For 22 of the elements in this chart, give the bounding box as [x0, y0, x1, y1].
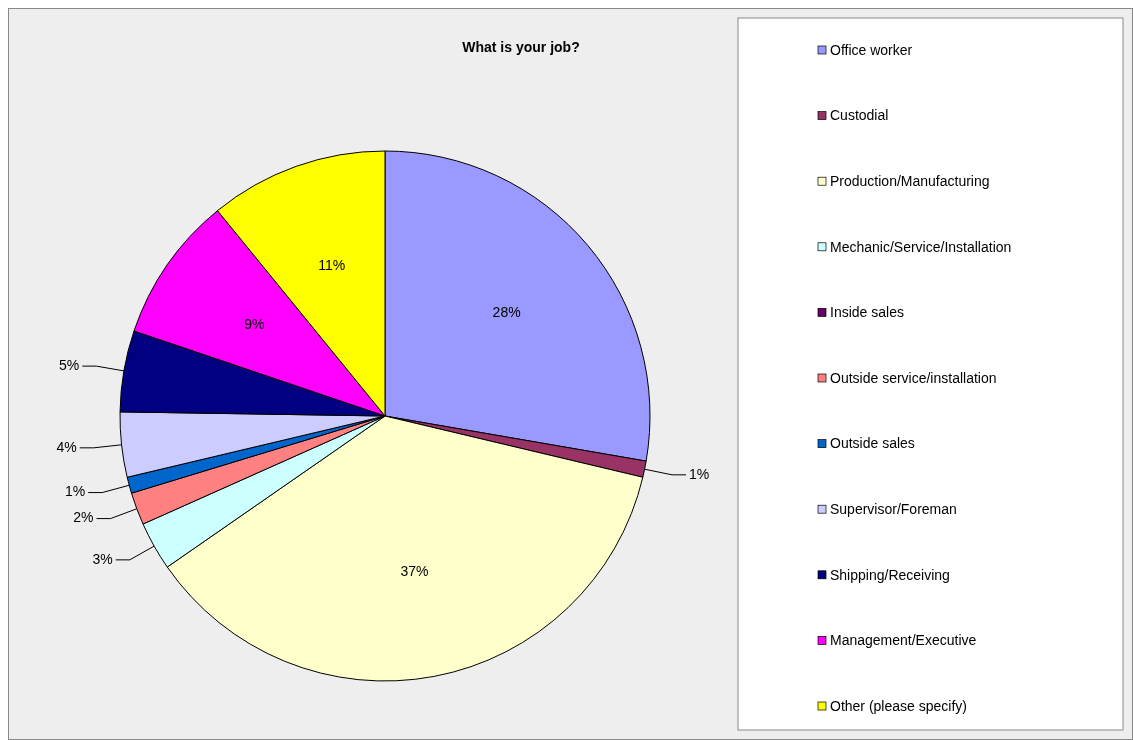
data-label: 1% — [689, 465, 710, 482]
legend-label: Other (please specify) — [830, 697, 967, 714]
data-label: 1% — [64, 483, 86, 500]
legend-label: Outside service/installation — [830, 369, 997, 386]
legend-label: Inside sales — [830, 304, 904, 321]
legend-label: Production/Manufacturing — [830, 172, 990, 189]
legend-label: Office worker — [830, 41, 913, 58]
legend-label: Management/Executive — [830, 632, 977, 649]
data-label: 9% — [244, 316, 265, 333]
data-label: 2% — [73, 509, 94, 526]
text: What is your job? — [462, 39, 580, 55]
data-label: 3% — [92, 550, 113, 567]
data-label: 11% — [318, 256, 346, 273]
legend-label: Custodial — [830, 107, 889, 124]
legend-label: Supervisor/Foreman — [830, 500, 957, 517]
data-label: 37% — [400, 562, 429, 579]
legend-label: Outside sales — [830, 435, 915, 452]
data-label: 28% — [492, 304, 521, 321]
legend-label: Mechanic/Service/Installation — [830, 238, 1012, 255]
data-label: 4% — [56, 438, 77, 455]
data-label: 5% — [59, 356, 80, 373]
legend-label: Shipping/Receiving — [830, 566, 950, 583]
